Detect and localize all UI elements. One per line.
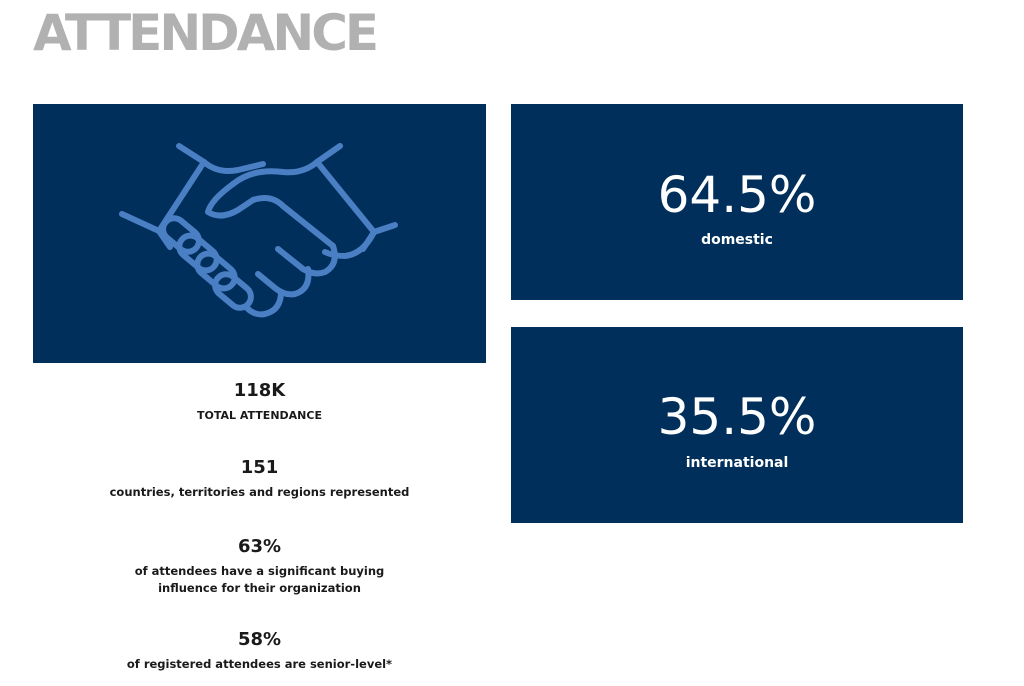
domestic-percentage: 64.5% (657, 166, 817, 224)
stat-label: of attendees have a significant buying i… (134, 564, 385, 595)
international-label: international (685, 455, 789, 471)
stat-senior-level: 58% of registered attendees are senior-l… (33, 629, 486, 673)
stat-countries: 151 countries, territories and regions r… (33, 457, 486, 501)
handshake-icon (119, 143, 398, 318)
stat-value: 58% (237, 629, 282, 650)
stat-value: 151 (240, 457, 279, 478)
domestic-panel: 64.5% domestic (511, 104, 963, 300)
page-title: ATTENDANCE (33, 4, 379, 62)
stat-label: TOTAL ATTENDANCE (197, 409, 322, 422)
stat-value: 63% (237, 536, 282, 557)
stat-label: of registered attendees are senior-level… (126, 657, 393, 671)
stat-buying-influence: 63% of attendees have a significant buyi… (33, 536, 486, 597)
stat-total-attendance: 118K TOTAL ATTENDANCE (33, 380, 486, 424)
stat-value: 118K (233, 380, 286, 401)
domestic-label: domestic (701, 232, 773, 248)
handshake-panel (33, 104, 486, 363)
international-panel: 35.5% international (511, 327, 963, 523)
stat-label: countries, territories and regions repre… (109, 485, 410, 499)
international-percentage: 35.5% (657, 388, 817, 446)
